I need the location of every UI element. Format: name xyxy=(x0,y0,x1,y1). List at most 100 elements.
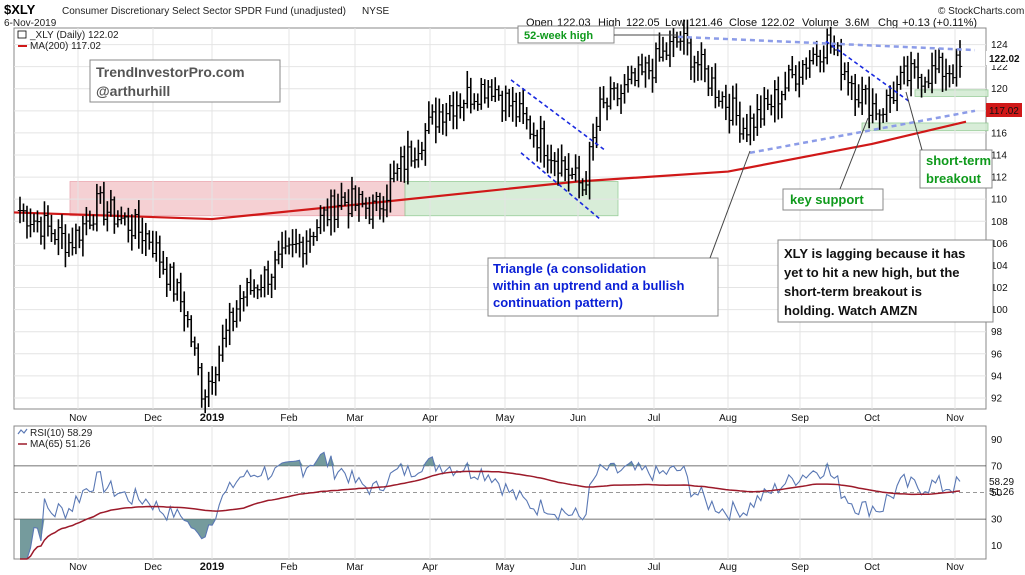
price-y-tick: 114 xyxy=(991,151,1007,162)
comment-line-2: yet to hit a new high, but the xyxy=(784,265,960,280)
rsi-value-tag: 58.29 xyxy=(989,477,1014,488)
price-y-tick: 92 xyxy=(991,393,1003,404)
exchange-label: NYSE xyxy=(362,6,390,17)
price-y-tick: 94 xyxy=(991,371,1003,382)
ma-tag: 117.02 xyxy=(989,106,1019,117)
rsi-line-layer xyxy=(20,451,961,560)
triangle-annotation-line-1: Triangle (a consolidation xyxy=(493,261,646,276)
chg-label: Chg xyxy=(878,17,898,29)
legend-price-swatch xyxy=(17,30,27,39)
price-panel-frame xyxy=(13,27,987,410)
x-tick-label: Jun xyxy=(570,413,586,424)
week52-annotation: 52-week high xyxy=(524,30,593,42)
comment-box xyxy=(777,239,994,323)
rsi-y-tick: 10 xyxy=(991,541,1003,552)
ma200-line xyxy=(13,120,967,221)
x-axis-mid: Nov Dec 2019 Feb Mar Apr May Jun Jul Aug Sep Oct Nov xyxy=(69,412,964,424)
x-tick-label: Nov xyxy=(69,413,87,424)
price-y-tick: 100 xyxy=(991,305,1008,316)
short-term-pointer xyxy=(905,91,923,151)
price-tag: 122.02 xyxy=(989,54,1020,65)
channel-upper-line xyxy=(510,79,605,151)
legend-ma200: MA(200) 117.02 xyxy=(30,41,101,52)
ma-tag-bg xyxy=(986,103,1022,117)
x-tick-label: Dec xyxy=(144,562,162,573)
short-term-line-1: short-term xyxy=(926,153,991,168)
close-value: 122.02 xyxy=(761,17,795,29)
rsi-panel: 10 30 50 70 90 RSI(10) 58.29 MA(65) 51.26 58… xyxy=(13,425,1014,560)
price-y-tick: 98 xyxy=(991,327,1003,338)
price-tag-bg xyxy=(986,51,1022,65)
brand-annotation-box xyxy=(89,59,281,103)
x-tick-label: May xyxy=(496,562,515,573)
legend-rsi-swatch xyxy=(17,428,28,435)
comment-line-3: short-term breakout is xyxy=(784,284,922,299)
price-panel: 9294969810010210410610811011211411611812… xyxy=(13,19,1022,414)
rsi-ma-line xyxy=(20,470,961,560)
price-legend: _XLY (Daily) 122.02 MA(200) 117.02 xyxy=(17,30,119,52)
wedge-upper-line xyxy=(825,40,911,103)
x-tick-label: Sep xyxy=(791,413,809,424)
price-y-tick: 122 xyxy=(991,62,1008,73)
price-grid xyxy=(14,28,986,409)
rsi-line xyxy=(20,451,961,560)
brand-annotation-line-2: @arthurhill xyxy=(96,83,170,99)
x-axis-bottom: Nov Dec 2019 Feb Mar Apr May Jun Jul Aug Sep Oct Nov xyxy=(69,561,964,573)
legend-rsi: RSI(10) 58.29 xyxy=(30,428,93,439)
brand-label: © StockCharts.com xyxy=(938,6,1024,17)
triangle-annotation-line-3: continuation pattern) xyxy=(493,295,623,310)
rsi-legend: RSI(10) 58.29 MA(65) 51.26 xyxy=(17,428,93,450)
symbol-title: $XLY xyxy=(4,2,36,17)
short-term-box xyxy=(919,149,993,189)
key-support-pointer xyxy=(839,117,869,190)
rsi-y-tick: 50 xyxy=(991,488,1003,499)
x-tick-label: Nov xyxy=(946,562,964,573)
triangle-annotation-line-2: within an uptrend and a bullish xyxy=(492,278,684,293)
x-tick-label: Oct xyxy=(864,413,880,424)
rsi-y-tick: 90 xyxy=(991,435,1003,446)
high-value: 122.05 xyxy=(626,17,660,29)
x-tick-label: Oct xyxy=(864,562,880,573)
x-tick-label: Feb xyxy=(280,562,298,573)
key-support-annotation: key support xyxy=(790,192,864,207)
legend-price: _XLY (Daily) 122.02 xyxy=(29,30,119,41)
green-zone xyxy=(914,89,989,97)
x-tick-label: Dec xyxy=(144,413,162,424)
x-tick-label: Nov xyxy=(69,562,87,573)
comment-line-1: XLY is lagging because it has xyxy=(784,246,965,261)
green-zone xyxy=(861,122,989,132)
trend-lines-layer xyxy=(510,35,976,220)
volume-value: 3.6M xyxy=(845,17,869,29)
legend-rsi-ma: MA(65) 51.26 xyxy=(30,439,91,450)
price-y-tick: 116 xyxy=(991,128,1007,139)
rsi-grid xyxy=(14,426,986,559)
price-y-tick: 108 xyxy=(991,217,1008,228)
brand-annotation-line-1: TrendInvestorPro.com xyxy=(96,64,245,80)
x-tick-label: Jun xyxy=(570,562,586,573)
x-tick-label: Feb xyxy=(280,413,298,424)
x-tick-label: Aug xyxy=(719,562,737,573)
x-tick-label: 2019 xyxy=(200,561,224,573)
x-tick-label: Mar xyxy=(346,562,364,573)
price-y-tick: 124 xyxy=(991,40,1008,51)
price-y-tick: 120 xyxy=(991,84,1008,95)
triangle-annotation-box xyxy=(487,257,719,317)
triangle-pointer xyxy=(709,150,751,259)
price-y-tick: 112 xyxy=(991,173,1007,184)
x-tick-label: Mar xyxy=(346,413,364,424)
chg-value: +0.13 (+0.11%) xyxy=(902,17,977,29)
x-tick-label: Apr xyxy=(422,562,438,573)
price-y-tick: 96 xyxy=(991,349,1003,360)
channel-lower-line xyxy=(520,152,601,220)
rsi-y-tick: 30 xyxy=(991,515,1003,526)
ma200-layer xyxy=(13,120,967,221)
price-bars-layer xyxy=(17,19,963,414)
x-tick-label: Apr xyxy=(422,413,438,424)
triangle-upper-line xyxy=(677,35,976,52)
price-y-tick: 104 xyxy=(991,261,1008,272)
volume-label: Volume xyxy=(802,17,839,29)
close-label: Close xyxy=(729,17,757,29)
price-y-tick: 102 xyxy=(991,283,1008,294)
short-term-line-2: breakout xyxy=(926,171,982,186)
x-tick-label: May xyxy=(496,413,515,424)
